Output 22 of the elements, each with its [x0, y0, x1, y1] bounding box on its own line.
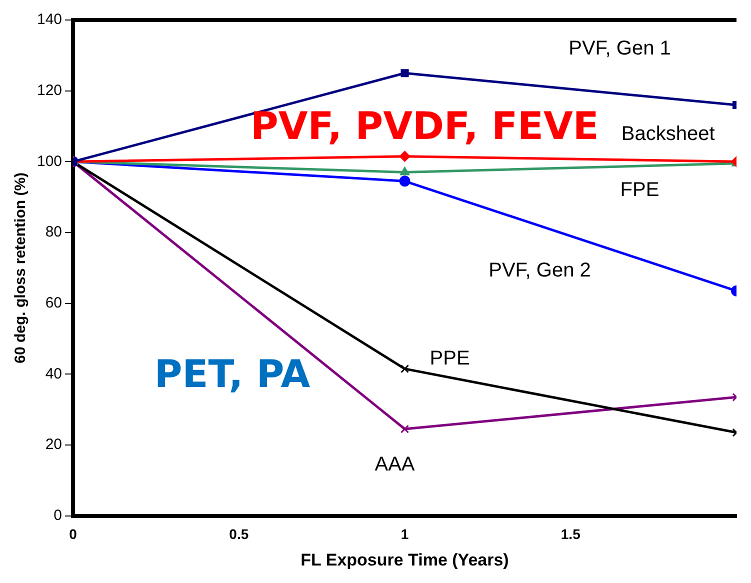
annotation: PET, PA [154, 352, 311, 396]
series-label: FPE [620, 178, 660, 201]
series-label: PVF, Gen 1 [568, 38, 671, 60]
x-tick-label: 1 [400, 526, 409, 542]
series-label: PPE [430, 347, 470, 370]
y-tick-label: 0 [54, 506, 62, 524]
series-label: AAA [374, 454, 416, 476]
y-tick-label: 140 [36, 11, 62, 28]
series-label: Backsheet [621, 122, 716, 145]
y-tick-label: 80 [45, 224, 62, 241]
y-tick-label: 100 [36, 152, 62, 170]
y-axis-title: 60 deg. gloss retention (%) [12, 172, 30, 364]
y-tick-label: 40 [45, 365, 62, 382]
x-tick-label: 0.5 [229, 526, 249, 542]
y-tick-label: 120 [36, 82, 62, 99]
series-label: PVF, Gen 2 [488, 260, 591, 282]
x-tick-label: 0 [69, 526, 78, 542]
annotation: PVF, PVDF, FEVE [250, 104, 599, 148]
x-axis-title: FL Exposure Time (Years) [300, 550, 509, 570]
x-tick-label: 1.5 [560, 526, 581, 542]
y-tick-label: 20 [45, 436, 62, 454]
y-tick-label: 60 [45, 294, 62, 312]
